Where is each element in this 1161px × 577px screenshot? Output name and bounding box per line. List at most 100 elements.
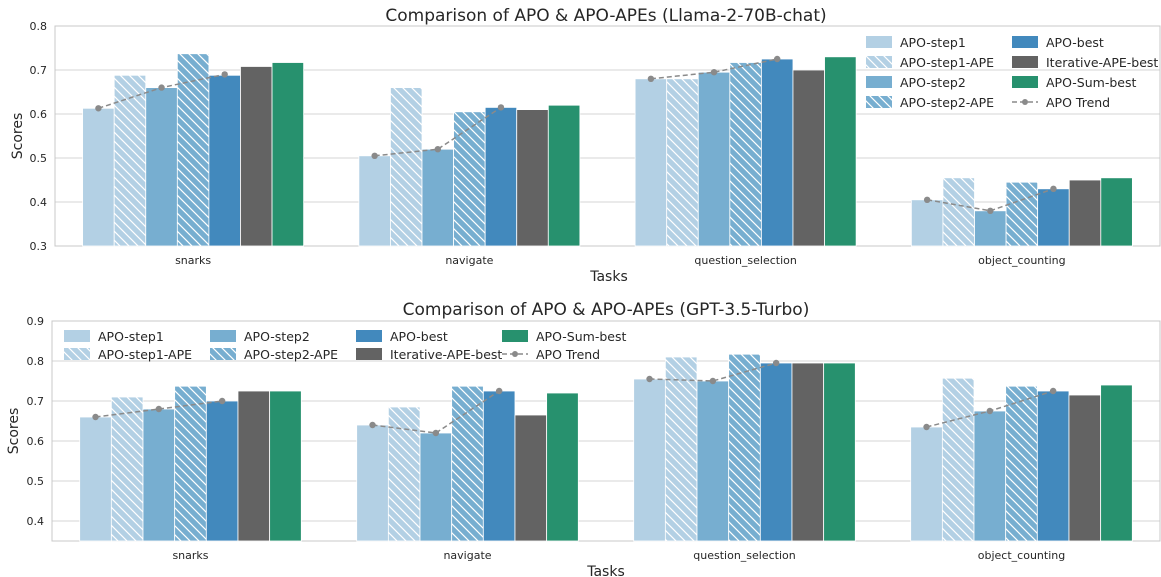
x-tick-label: snarks: [175, 254, 211, 267]
y-tick-label: 0.8: [30, 20, 48, 33]
legend-label: APO-best: [390, 329, 448, 344]
bar-apo-step2-object-counting: [974, 210, 1007, 247]
y-tick-label: 0.5: [27, 475, 45, 488]
apo-trend-point: [923, 196, 931, 203]
y-tick-label: 0.7: [30, 64, 48, 77]
apo-trend-point: [155, 405, 163, 413]
bar-apo-best-snarks: [205, 400, 239, 542]
bar-iterative-ape-best-snarks: [240, 66, 273, 247]
bar-apo-step1-object-counting: [910, 199, 944, 247]
bar-apo-step2-object-counting: [973, 410, 1007, 542]
legend-label: Iterative-APE-best: [1046, 55, 1158, 70]
apo-trend-point: [92, 413, 99, 421]
bar-apo-step2-ape-navigate: [451, 385, 484, 542]
legend-swatch-apo-step1-ape: [866, 56, 892, 68]
apo-trend-point: [432, 429, 440, 437]
bar-apo-step2-ape-snarks: [174, 385, 207, 542]
bar-apo-step1-ape-navigate: [387, 406, 421, 542]
legend-label: Iterative-APE-best: [390, 347, 502, 362]
bar-apo-step2-ape-object-counting: [1005, 181, 1039, 247]
bar-apo-step1-ape-question-selection: [666, 78, 699, 247]
bar-apo-sum-best-navigate: [546, 392, 579, 542]
bar-apo-step1-ape-snarks: [110, 396, 144, 542]
bar-apo-step2-snarks: [142, 408, 176, 542]
bar-apo-step1-object-counting: [910, 426, 943, 542]
apo-trend-point: [1050, 185, 1057, 192]
bar-apo-step1-snarks: [82, 107, 115, 247]
apo-trend-point: [647, 75, 655, 83]
chart-gpt-3-5-turbo: Comparison of APO & APO-APEs (GPT-3.5-Tu…: [6, 300, 1161, 577]
x-tick-label: object_counting: [978, 549, 1065, 562]
y-tick-label: 0.5: [30, 152, 48, 165]
chart-llama-2-70b-chat: Comparison of APO & APO-APEs (Llama-2-70…: [10, 6, 1161, 285]
legend-swatch-apo-step2-ape: [210, 348, 236, 360]
apo-trend-point: [987, 207, 994, 214]
x-axis-label: Tasks: [589, 269, 628, 285]
x-tick-label: snarks: [172, 549, 208, 562]
bar-apo-best-snarks: [208, 74, 241, 247]
bar-apo-sum-best-snarks: [271, 62, 305, 247]
bar-apo-step2-navigate: [419, 432, 453, 542]
apo-trend-point: [646, 375, 653, 383]
x-tick-label: navigate: [443, 549, 491, 562]
bar-apo-sum-best-snarks: [269, 390, 302, 542]
bar-apo-step1-snarks: [79, 416, 112, 542]
legend-swatch-apo-step2: [210, 330, 236, 342]
y-tick-label: 0.3: [30, 240, 48, 253]
apo-trend-point: [218, 397, 226, 405]
apo-trend-point: [497, 104, 505, 111]
bar-iterative-ape-best-question-selection: [791, 362, 825, 542]
bar-apo-best-object-counting: [1036, 390, 1070, 542]
legend-swatch-apo-best: [1012, 36, 1038, 48]
x-tick-label: navigate: [445, 254, 493, 267]
bar-apo-sum-best-object-counting: [1100, 177, 1133, 247]
legend-label: APO-step1-APE: [98, 347, 192, 362]
legend-label: APO Trend: [1046, 95, 1110, 110]
bar-apo-step2-ape-question-selection: [728, 353, 761, 542]
y-tick-label: 0.7: [27, 395, 45, 408]
legend-swatch-apo-sum-best: [1012, 76, 1038, 88]
apo-trend-point: [709, 377, 717, 385]
bar-iterative-ape-best-snarks: [237, 390, 271, 542]
legend-swatch-apo-trend-marker: [512, 351, 518, 357]
bar-apo-step1-question-selection: [634, 78, 668, 247]
bar-apo-step1-ape-object-counting: [942, 177, 975, 247]
bar-apo-step2-ape-navigate: [453, 111, 486, 247]
bar-apo-sum-best-question-selection: [824, 56, 857, 247]
legend-swatch-apo-step2-ape: [866, 96, 892, 108]
apo-trend-line-question-selection: [650, 58, 778, 80]
legend-label: APO-step2-APE: [244, 347, 338, 362]
y-axis-label: Scores: [10, 113, 26, 160]
apo-trend-point: [495, 387, 503, 395]
bar-apo-best-question-selection: [759, 362, 793, 542]
apo-trend-point: [369, 421, 376, 429]
apo-trend-point: [772, 359, 780, 367]
bar-apo-step1-navigate: [356, 424, 389, 542]
legend-label: APO-Sum-best: [536, 329, 626, 344]
y-tick-label: 0.9: [27, 315, 45, 328]
bar-iterative-ape-best-navigate: [514, 414, 548, 542]
bar-apo-step2-navigate: [421, 148, 454, 247]
bar-apo-step1-navigate: [358, 155, 391, 247]
bar-iterative-ape-best-object-counting: [1068, 179, 1102, 247]
y-tick-label: 0.6: [30, 108, 48, 121]
bar-apo-sum-best-navigate: [547, 104, 581, 247]
bar-apo-step2-ape-object-counting: [1005, 385, 1038, 542]
bar-iterative-ape-best-object-counting: [1068, 394, 1102, 542]
x-tick-label: question_selection: [694, 254, 796, 267]
plot-area: 0.3 0.4 0.5 0.6 0.7 0.8 snarks navigate question…: [30, 20, 1161, 267]
legend-label: APO-step2-APE: [900, 95, 994, 110]
bar-iterative-ape-best-navigate: [516, 109, 549, 247]
legend-label: APO-step1: [900, 35, 966, 50]
apo-trend-point: [710, 69, 718, 76]
apo-trend-point: [923, 423, 930, 431]
apo-trend-line-navigate: [372, 390, 500, 434]
y-tick-label: 0.4: [30, 196, 48, 209]
legend: APO-step1 APO-step1-APE APO-step2 APO-step2…: [866, 35, 1158, 110]
apo-trend-line-snarks: [95, 400, 223, 418]
bar-iterative-ape-best-question-selection: [792, 69, 825, 247]
chart-title: Comparison of APO & APO-APEs (Llama-2-70…: [385, 6, 826, 26]
legend-swatch-apo-trend-marker: [1022, 99, 1028, 105]
x-tick-label: object_counting: [978, 254, 1065, 267]
legend-swatch-iterative-ape-best: [356, 348, 382, 360]
